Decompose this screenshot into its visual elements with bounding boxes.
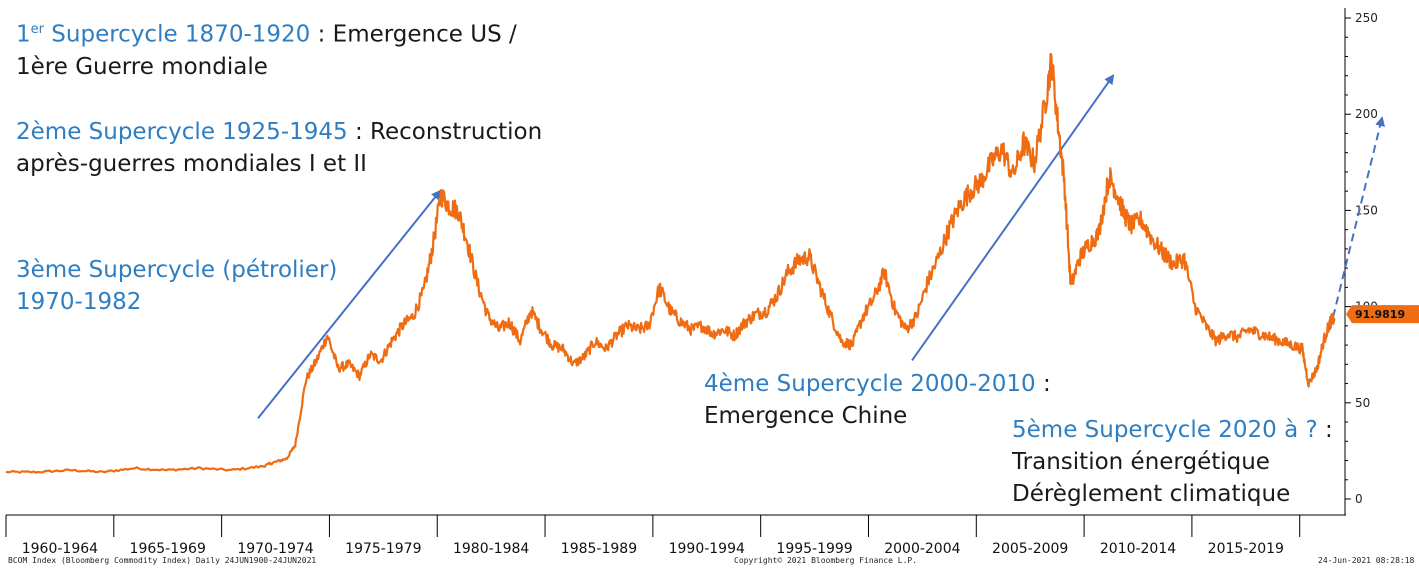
- annotation-supercycle-3: 3ème Supercycle (pétrolier) 1970-1982: [16, 257, 338, 315]
- annotation-supercycle-5: 5ème Supercycle 2020 à ? : Transition én…: [1012, 417, 1333, 507]
- footer-source: BCOM Index (Bloomberg Commodity Index) D…: [8, 556, 317, 565]
- annotation-supercycle-4: 4ème Supercycle 2000-2010 : Emergence Ch…: [704, 371, 1051, 429]
- series-layer: [5, 52, 1336, 474]
- x-tick-label: 1980-1984: [453, 541, 529, 557]
- x-tick-label: 1995-1999: [776, 541, 852, 557]
- arrow-supercycle-3: [257, 189, 442, 419]
- x-tick-label: 1965-1969: [130, 541, 206, 557]
- y-tick-label: 200: [1355, 107, 1378, 121]
- x-tick-label: 2000-2004: [884, 541, 960, 557]
- x-tick-label: 1970-1974: [237, 541, 313, 557]
- y-axis-ticks: 050100150200250: [1345, 11, 1378, 506]
- last-value-badge-layer: 91.9819: [1346, 305, 1419, 324]
- trend-arrows: [257, 74, 1385, 419]
- x-tick-label: 2015-2019: [1208, 541, 1284, 557]
- x-tick-label: 2010-2014: [1100, 541, 1176, 557]
- x-tick-label: 1960-1964: [22, 541, 98, 557]
- footer-copyright: Copyright© 2021 Bloomberg Finance L.P.: [734, 556, 918, 565]
- x-axis-ticks: 1960-1964 1965-1969 1970-1974 1975-1979 1980…: [5, 515, 1301, 557]
- y-tick-label: 150: [1355, 203, 1378, 217]
- annotation-supercycle-2: 2ème Supercycle 1925-1945 : Reconstructi…: [16, 119, 543, 177]
- y-tick-label: 0: [1355, 492, 1363, 506]
- y-tick-label: 250: [1355, 11, 1378, 25]
- last-value-label: 91.9819: [1355, 308, 1405, 321]
- x-tick-label: 1975-1979: [345, 541, 421, 557]
- footer-timestamp: 24-Jun-2021 08:28:18: [1318, 556, 1415, 565]
- arrow-supercycle-4: [911, 74, 1115, 362]
- annotation-supercycle-1: 1er Supercycle 1870-1920 : Emergence US …: [16, 21, 517, 80]
- x-tick-label: 2005-2009: [992, 541, 1068, 557]
- axes: [6, 8, 1346, 516]
- x-tick-label: 1990-1994: [669, 541, 745, 557]
- x-tick-label: 1985-1989: [561, 541, 637, 557]
- arrow-supercycle-5-projection: [1329, 116, 1385, 330]
- last-value-badge: [1346, 305, 1419, 324]
- y-tick-label: 50: [1355, 396, 1370, 410]
- series-line-bcom: [5, 52, 1336, 474]
